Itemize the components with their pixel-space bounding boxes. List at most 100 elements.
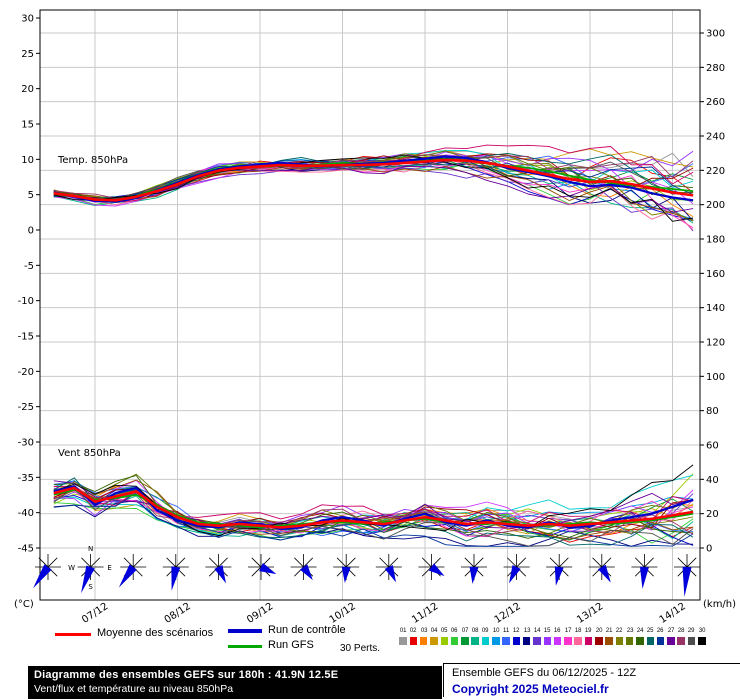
svg-text:120: 120 — [706, 338, 725, 349]
pert-item: 17 — [563, 627, 573, 645]
pert-item: 01 — [398, 627, 408, 645]
pert-item: 18 — [573, 627, 583, 645]
pert-item: 29 — [686, 627, 696, 645]
pert-number: 05 — [441, 627, 448, 634]
pert-color-swatch — [461, 637, 469, 645]
pert-item: 03 — [419, 627, 429, 645]
pert-color-swatch — [605, 637, 613, 645]
pert-number: 10 — [492, 627, 500, 634]
pert-number: 13 — [523, 627, 531, 634]
svg-text:-25: -25 — [18, 402, 34, 413]
pert-item: 24 — [635, 627, 645, 645]
pert-color-swatch — [677, 637, 685, 645]
svg-text:S: S — [88, 583, 93, 591]
wind-arrow-icon — [384, 565, 396, 583]
pert-color-swatch — [430, 637, 438, 645]
pert-color-swatch — [533, 637, 541, 645]
pert-color-swatch — [450, 637, 459, 645]
svg-text:-5: -5 — [24, 261, 34, 272]
pert-item: 10 — [491, 627, 501, 645]
svg-text:-35: -35 — [18, 473, 34, 484]
pert-legend: 01 02 03 04 05 06 07 08 09 10 11 12 13 14 15 16 17 18 19 20… — [398, 627, 716, 645]
pert-item: 22 — [614, 627, 624, 645]
svg-text:140: 140 — [706, 303, 725, 314]
wind-arrow-icon — [341, 566, 351, 583]
wind-arrow-icon — [81, 565, 95, 594]
pert-item: 05 — [439, 627, 449, 645]
pert-item: 25 — [645, 627, 655, 645]
wind-arrow-icon — [469, 566, 479, 584]
pert-number: 19 — [585, 627, 592, 634]
svg-text:80: 80 — [706, 406, 719, 417]
pert-number: 03 — [420, 627, 428, 634]
pert-color-swatch — [687, 637, 696, 645]
svg-text:(km/h): (km/h) — [703, 599, 736, 610]
mean-line-label: Moyenne des scénarios — [97, 627, 214, 639]
pert-number: 30 — [698, 627, 706, 634]
pert-number: 04 — [430, 627, 438, 634]
pert-number: 20 — [595, 627, 603, 634]
pert-color-swatch — [636, 637, 644, 645]
pert-item: 04 — [429, 627, 439, 645]
svg-text:30: 30 — [21, 14, 34, 25]
pert-item: 16 — [552, 627, 562, 645]
pert-number: 12 — [513, 627, 520, 634]
pert-color-swatch — [543, 637, 552, 645]
pert-number: 18 — [574, 627, 582, 634]
copyright-label: Copyright 2025 Meteociel.fr — [452, 682, 609, 696]
svg-text:E: E — [107, 564, 111, 572]
pert-item: 28 — [676, 627, 686, 645]
pert-item: 20 — [594, 627, 604, 645]
pert-item: 07 — [460, 627, 470, 645]
pert-color-swatch — [492, 637, 500, 645]
wind-arrow-icon — [428, 563, 445, 577]
pert-item: 09 — [480, 627, 490, 645]
pert-color-swatch — [440, 637, 449, 645]
pert-color-swatch — [574, 637, 582, 645]
svg-text:220: 220 — [706, 166, 725, 177]
svg-text:100: 100 — [706, 372, 725, 383]
pert-number: 17 — [564, 627, 572, 634]
wind-panel-label: Vent 850hPa — [58, 448, 121, 459]
pert-item: 11 — [501, 627, 511, 645]
pert-number: 07 — [461, 627, 469, 634]
pert-item: 26 — [655, 627, 665, 645]
pert-number: 27 — [667, 627, 675, 634]
svg-text:20: 20 — [21, 84, 34, 95]
pert-item: 02 — [408, 627, 418, 645]
pert-color-swatch — [667, 637, 675, 645]
pert-number: 23 — [626, 627, 634, 634]
pert-number: 09 — [482, 627, 489, 634]
pert-item: 15 — [542, 627, 552, 645]
pert-number: 14 — [533, 627, 541, 634]
pert-color-swatch — [625, 637, 634, 645]
pert-color-swatch — [615, 637, 624, 645]
pert-item: 30 — [697, 627, 707, 645]
svg-text:(°C): (°C) — [14, 599, 34, 610]
pert-item: 19 — [583, 627, 593, 645]
pert-color-swatch — [481, 637, 490, 645]
svg-text:180: 180 — [706, 235, 725, 246]
control-line-label: Run de contrôle — [268, 624, 346, 636]
pert-color-swatch — [409, 637, 418, 645]
wind-arrow-icon — [682, 566, 692, 597]
svg-text:0: 0 — [706, 544, 712, 555]
wind-arrow-icon — [214, 565, 227, 584]
pert-number: 26 — [657, 627, 664, 634]
pert-item: 27 — [666, 627, 676, 645]
gfs-line-label: Run GFS — [268, 639, 314, 651]
svg-text:200: 200 — [706, 200, 725, 211]
svg-text:W: W — [68, 564, 75, 572]
svg-text:300: 300 — [706, 29, 725, 40]
pert-color-swatch — [564, 637, 572, 645]
pert-item: 08 — [470, 627, 480, 645]
pert-item: 23 — [625, 627, 635, 645]
pert-color-swatch — [584, 637, 593, 645]
pert-color-swatch — [399, 637, 407, 645]
axis-labels: 30 25 20 15 10 5 0 -5 -10 -15 -20 -25 -30 -35 -40 -45 0 2… — [14, 14, 736, 611]
pert-item: 06 — [449, 627, 459, 645]
svg-text:25: 25 — [21, 49, 34, 60]
pert-number: 28 — [677, 627, 685, 634]
perts-count-label: 30 Perts. — [340, 643, 381, 654]
